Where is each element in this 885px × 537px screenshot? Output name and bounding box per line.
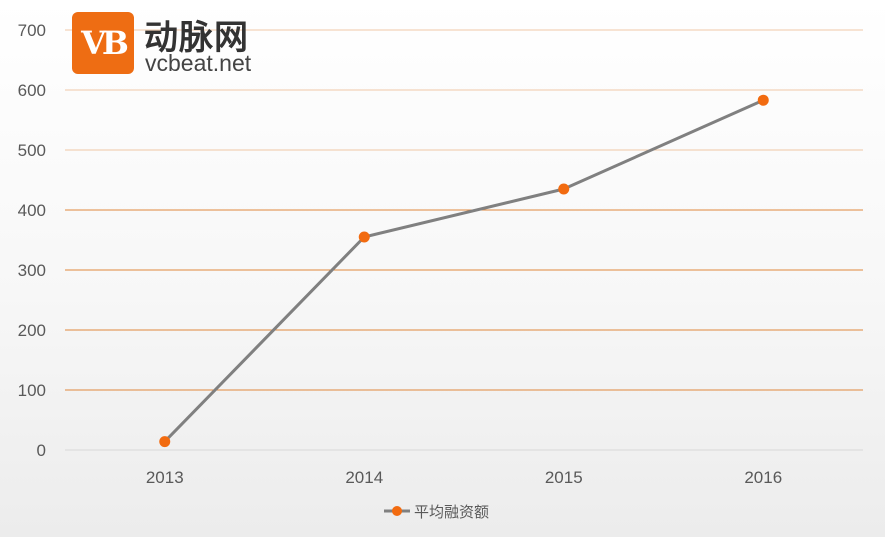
y-tick-label: 700 (18, 21, 46, 40)
data-point (358, 231, 370, 243)
x-tick-label: 2014 (345, 468, 383, 487)
data-point (558, 183, 570, 195)
series-line (163, 98, 764, 443)
data-point (159, 436, 171, 448)
legend-label: 平均融资额 (414, 503, 489, 521)
data-point (757, 94, 769, 106)
y-tick-label: 200 (18, 321, 46, 340)
legend: 平均融资额 (384, 503, 489, 521)
y-tick-label: 0 (37, 441, 46, 460)
vcbeat-logo: VB 动脉网 vcbeat.net (72, 12, 287, 76)
y-tick-label: 300 (18, 261, 46, 280)
x-tick-label: 2016 (744, 468, 782, 487)
grid-lines (65, 29, 863, 391)
y-tick-label: 400 (18, 201, 46, 220)
y-tick-label: 100 (18, 381, 46, 400)
series-markers (159, 94, 769, 448)
y-axis-ticks: 0 100 200 300 400 500 600 700 (18, 21, 46, 460)
x-tick-label: 2015 (545, 468, 583, 487)
y-tick-label: 500 (18, 141, 46, 160)
logo-mark: VB (72, 12, 134, 74)
x-axis-ticks: 2013 2014 2015 2016 (146, 468, 782, 487)
legend-marker-swatch (392, 506, 402, 516)
x-tick-label: 2013 (146, 468, 184, 487)
y-tick-label: 600 (18, 81, 46, 100)
logo-name-cn: 动脉网 (144, 18, 249, 58)
logo-domain: vcbeat.net (145, 50, 252, 76)
